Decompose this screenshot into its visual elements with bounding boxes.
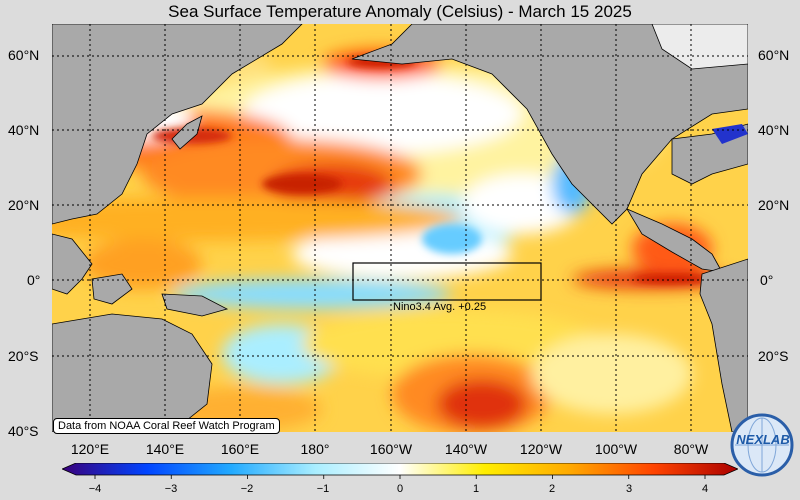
lat-label-left: 60°N <box>8 47 40 63</box>
south-america-land <box>699 258 748 432</box>
colorbar-tick-label: 0 <box>396 483 404 495</box>
colorbar-tickmarks <box>94 475 706 479</box>
colorbar-tick-label: −2 <box>240 483 254 495</box>
source-note: Data from NOAA Coral Reef Watch Program <box>53 418 280 434</box>
lon-label: 120°W <box>519 441 563 457</box>
lon-label: 80°W <box>673 441 709 457</box>
map-canvas <box>52 24 748 432</box>
lon-label: 160°W <box>369 441 413 457</box>
lat-label-left: 20°N <box>8 197 40 213</box>
lat-label-right: 20°N <box>758 197 790 213</box>
nino34-box <box>352 262 542 301</box>
lat-label-left: 20°S <box>8 348 39 364</box>
japan-land <box>171 115 203 150</box>
north-america-land <box>351 24 748 225</box>
colorbar-bar <box>62 463 738 476</box>
lat-label-left: 40°S <box>8 423 39 439</box>
lat-label-right: 0° <box>760 272 774 288</box>
sst-anomaly-map <box>52 24 748 432</box>
borneo-land <box>91 273 133 305</box>
colorbar <box>62 463 738 479</box>
colorbar-tick-label: 2 <box>548 483 556 495</box>
colorbar-tick-label: 4 <box>701 483 709 495</box>
colorbar-tick-label: 3 <box>625 483 633 495</box>
lat-label-right: 20°S <box>758 348 789 364</box>
colorbar-tick-label: −4 <box>88 483 102 495</box>
lon-label: 140°W <box>444 441 488 457</box>
lon-label: 160°E <box>220 441 260 457</box>
lon-label: 140°E <box>145 441 185 457</box>
land-masses <box>52 24 748 432</box>
lat-label-left: 40°N <box>8 122 40 138</box>
lon-label: 100°W <box>594 441 638 457</box>
nino34-label: Nino3.4 Avg. +0.25 <box>393 301 487 313</box>
australia-land <box>52 313 213 432</box>
lon-label: 120°E <box>70 441 110 457</box>
map-title: Sea Surface Temperature Anomaly (Celsius… <box>168 2 632 21</box>
ice-land <box>651 24 748 70</box>
new-guinea-land <box>161 293 229 317</box>
colorbar-tick-label: −3 <box>164 483 178 495</box>
colorbar-tick-label: 1 <box>472 483 480 495</box>
lon-label: 180° <box>300 441 330 457</box>
indochina-land <box>52 233 93 295</box>
lat-label-right: 40°N <box>758 122 790 138</box>
graticule <box>52 24 748 432</box>
globe-logo-icon <box>730 413 794 477</box>
colorbar-tick-label: −1 <box>316 483 330 495</box>
asia-land <box>52 24 303 225</box>
lat-label-right: 60°N <box>758 47 790 63</box>
anomaly-detail <box>152 56 712 284</box>
lat-label-left: 0° <box>27 272 41 288</box>
logo-text: NEXLAB <box>736 432 790 447</box>
cold-coastal-anomaly <box>712 124 748 144</box>
